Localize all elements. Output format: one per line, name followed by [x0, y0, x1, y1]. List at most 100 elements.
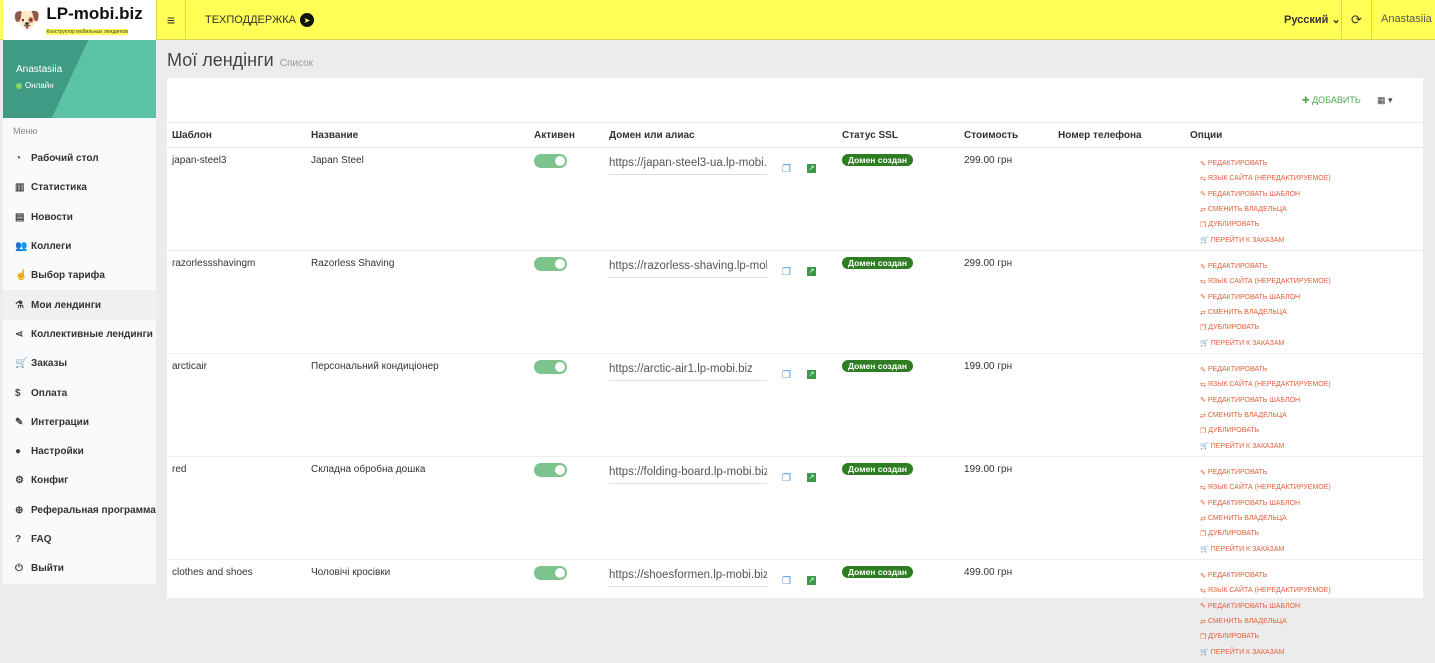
option-link[interactable]: 🛒 ПЕРЕЙТИ К ЗАКАЗАМ	[1200, 541, 1331, 556]
column-header[interactable]: Статус SSL	[842, 130, 898, 141]
logo[interactable]: 🐶 LP-mobi.biz Конструктор мобильных лендин…	[3, 0, 156, 40]
column-header[interactable]: Домен или алиас	[609, 130, 695, 141]
copy-icon[interactable]: ❐	[782, 164, 791, 175]
option-link[interactable]: ⇄ СМЕНИТЬ ВЛАДЕЛЬЦА	[1200, 305, 1331, 320]
sidebar-item[interactable]: ⋖ Коллективные лендинги	[3, 320, 156, 349]
option-link[interactable]: ✎ РЕДАКТИРОВАТЬ	[1200, 362, 1331, 377]
price-cell: 199.00 грн	[964, 361, 1013, 372]
option-link[interactable]: ✎ РЕДАКТИРОВАТЬ ШАБЛОН	[1200, 393, 1331, 408]
option-link[interactable]: ✎ РЕДАКТИРОВАТЬ ШАБЛОН	[1200, 290, 1331, 305]
refresh-icon[interactable]: ⟳	[1341, 0, 1372, 40]
cart-icon: 🛒	[1200, 237, 1209, 245]
column-header[interactable]: Опции	[1190, 130, 1223, 141]
copy-icon[interactable]: ❐	[782, 473, 791, 484]
columns-toggle-button[interactable]: ▦ ▾	[1377, 95, 1393, 105]
option-link[interactable]: ✎ РЕДАКТИРОВАТЬ ШАБЛОН	[1200, 599, 1331, 614]
sidebar-item-label: Новости	[31, 211, 73, 223]
sidebar-item[interactable]: 👥 Коллеги	[3, 232, 156, 261]
domain-input[interactable]: https://japan-steel3-ua.lp-mobi.biz	[609, 157, 767, 175]
column-header[interactable]: Название	[311, 130, 359, 141]
sidebar-item[interactable]: ⊕ Реферальная программа	[3, 496, 156, 525]
column-header[interactable]: Активен	[534, 130, 575, 141]
option-link[interactable]: 🛒 ПЕРЕЙТИ К ЗАКАЗАМ	[1200, 232, 1331, 247]
external-link-icon[interactable]: ↗	[807, 164, 816, 173]
active-toggle[interactable]	[534, 463, 567, 477]
option-link[interactable]: 🛒 ПЕРЕЙТИ К ЗАКАЗАМ	[1200, 644, 1331, 659]
cart-icon: 🛒	[1200, 443, 1209, 451]
ssl-status-badge: Домен создан	[842, 566, 914, 578]
exchange-icon: ⇄	[1200, 412, 1206, 420]
edit-template-icon: ✎	[1200, 294, 1206, 302]
option-link[interactable]: ❐ ДУБЛИРОВАТЬ	[1200, 423, 1331, 438]
cart-icon: 🛒	[1200, 546, 1209, 554]
sidebar-item[interactable]: $ Оплата	[3, 378, 156, 407]
external-link-icon[interactable]: ↗	[807, 473, 816, 482]
user-menu[interactable]: Anastasiia	[1381, 13, 1432, 25]
active-toggle[interactable]	[534, 257, 567, 271]
language-select[interactable]: Русский ⌄	[1284, 13, 1341, 26]
option-link[interactable]: 🛒 ПЕРЕЙТИ К ЗАКАЗАМ	[1200, 438, 1331, 453]
sidebar-item[interactable]: ⚗ Мои лендинги	[3, 290, 156, 320]
option-link[interactable]: ⇆ ЯЗЫК САЙТА (НЕРЕДАКТИРУЕМОЕ)	[1200, 274, 1331, 289]
sidebar-item[interactable]: ● Настройки	[3, 437, 156, 466]
sidebar-item[interactable]: ⏻ Выйти	[3, 554, 156, 583]
option-link[interactable]: ⇄ СМЕНИТЬ ВЛАДЕЛЬЦА	[1200, 408, 1331, 423]
options-list: ✎ РЕДАКТИРОВАТЬ ⇆ ЯЗЫК САЙТА (НЕРЕДАКТИРУЕМ…	[1200, 568, 1331, 660]
option-link[interactable]: ⇆ ЯЗЫК САЙТА (НЕРЕДАКТИРУЕМОЕ)	[1200, 171, 1331, 186]
menu-toggle-icon[interactable]: ≡	[156, 0, 186, 40]
external-link-icon[interactable]: ↗	[807, 267, 816, 276]
cart-icon: 🛒	[15, 358, 28, 370]
user-panel: Anastasiia Онлайн	[3, 40, 156, 118]
option-link[interactable]: ✎ РЕДАКТИРОВАТЬ ШАБЛОН	[1200, 496, 1331, 511]
option-label: РЕДАКТИРОВАТЬ	[1207, 469, 1268, 477]
sidebar-item[interactable]: 🛒 Заказы	[3, 349, 156, 378]
column-header[interactable]: Стоимость	[964, 130, 1019, 141]
sidebar-item[interactable]: ⚙ Конфиг	[3, 466, 156, 495]
option-link[interactable]: ❐ ДУБЛИРОВАТЬ	[1200, 629, 1331, 644]
option-label: РЕДАКТИРОВАТЬ ШАБЛОН	[1207, 499, 1301, 507]
user-status: Онлайн	[25, 81, 54, 90]
copy-icon[interactable]: ❐	[782, 267, 791, 278]
external-link-icon[interactable]: ↗	[807, 370, 816, 379]
sidebar-item[interactable]: ▥ Статистика	[3, 173, 156, 202]
domain-input[interactable]: https://razorless-shaving.lp-mobi.biz	[609, 260, 767, 278]
active-toggle[interactable]	[534, 566, 567, 580]
option-link[interactable]: ✎ РЕДАКТИРОВАТЬ	[1200, 568, 1331, 583]
edit-icon: ✎	[1200, 572, 1206, 580]
support-link[interactable]: ТЕХПОДДЕРЖКА ➤	[205, 13, 314, 27]
domain-input[interactable]: https://arctic-air1.lp-mobi.biz	[609, 363, 767, 381]
option-link[interactable]: ❐ ДУБЛИРОВАТЬ	[1200, 217, 1331, 232]
sidebar-item[interactable]: ◔ Рабочий стол	[3, 144, 156, 173]
domain-input[interactable]: https://folding-board.lp-mobi.biz	[609, 466, 767, 484]
option-link[interactable]: ❐ ДУБЛИРОВАТЬ	[1200, 526, 1331, 541]
option-link[interactable]: ✎ РЕДАКТИРОВАТЬ	[1200, 465, 1331, 480]
column-header[interactable]: Номер телефона	[1058, 130, 1142, 141]
sidebar-item[interactable]: ✎ Интеграции	[3, 408, 156, 437]
option-link[interactable]: ✎ РЕДАКТИРОВАТЬ	[1200, 156, 1331, 171]
add-button[interactable]: ✚ ДОБАВИТЬ	[1302, 95, 1361, 106]
question-icon: ?	[15, 534, 22, 545]
option-link[interactable]: ❐ ДУБЛИРОВАТЬ	[1200, 320, 1331, 335]
copy-icon[interactable]: ❐	[782, 370, 791, 381]
option-link[interactable]: ⇆ ЯЗЫК САЙТА (НЕРЕДАКТИРУЕМОЕ)	[1200, 480, 1331, 495]
sidebar-item[interactable]: ? FAQ	[3, 525, 156, 554]
option-link[interactable]: ⇄ СМЕНИТЬ ВЛАДЕЛЬЦА	[1200, 202, 1331, 217]
option-label: РЕДАКТИРОВАТЬ	[1207, 366, 1268, 374]
ssl-status-badge: Домен создан	[842, 257, 914, 269]
option-link[interactable]: ✎ РЕДАКТИРОВАТЬ	[1200, 259, 1331, 274]
option-label: ПЕРЕЙТИ К ЗАКАЗАМ	[1210, 339, 1285, 347]
copy-icon[interactable]: ❐	[782, 576, 791, 587]
external-link-icon[interactable]: ↗	[807, 576, 816, 585]
domain-input[interactable]: https://shoesformen.lp-mobi.biz	[609, 569, 767, 587]
sidebar-item[interactable]: ▤ Новости	[3, 203, 156, 232]
sidebar-item[interactable]: ☝ Выбор тарифа	[3, 261, 156, 290]
active-toggle[interactable]	[534, 360, 567, 374]
option-link[interactable]: ⇆ ЯЗЫК САЙТА (НЕРЕДАКТИРУЕМОЕ)	[1200, 583, 1331, 598]
option-link[interactable]: 🛒 ПЕРЕЙТИ К ЗАКАЗАМ	[1200, 335, 1331, 350]
option-link[interactable]: ⇆ ЯЗЫК САЙТА (НЕРЕДАКТИРУЕМОЕ)	[1200, 377, 1331, 392]
option-link[interactable]: ⇄ СМЕНИТЬ ВЛАДЕЛЬЦА	[1200, 614, 1331, 629]
option-link[interactable]: ✎ РЕДАКТИРОВАТЬ ШАБЛОН	[1200, 187, 1331, 202]
option-link[interactable]: ⇄ СМЕНИТЬ ВЛАДЕЛЬЦА	[1200, 511, 1331, 526]
column-header[interactable]: Шаблон	[172, 130, 212, 141]
active-toggle[interactable]	[534, 154, 567, 168]
